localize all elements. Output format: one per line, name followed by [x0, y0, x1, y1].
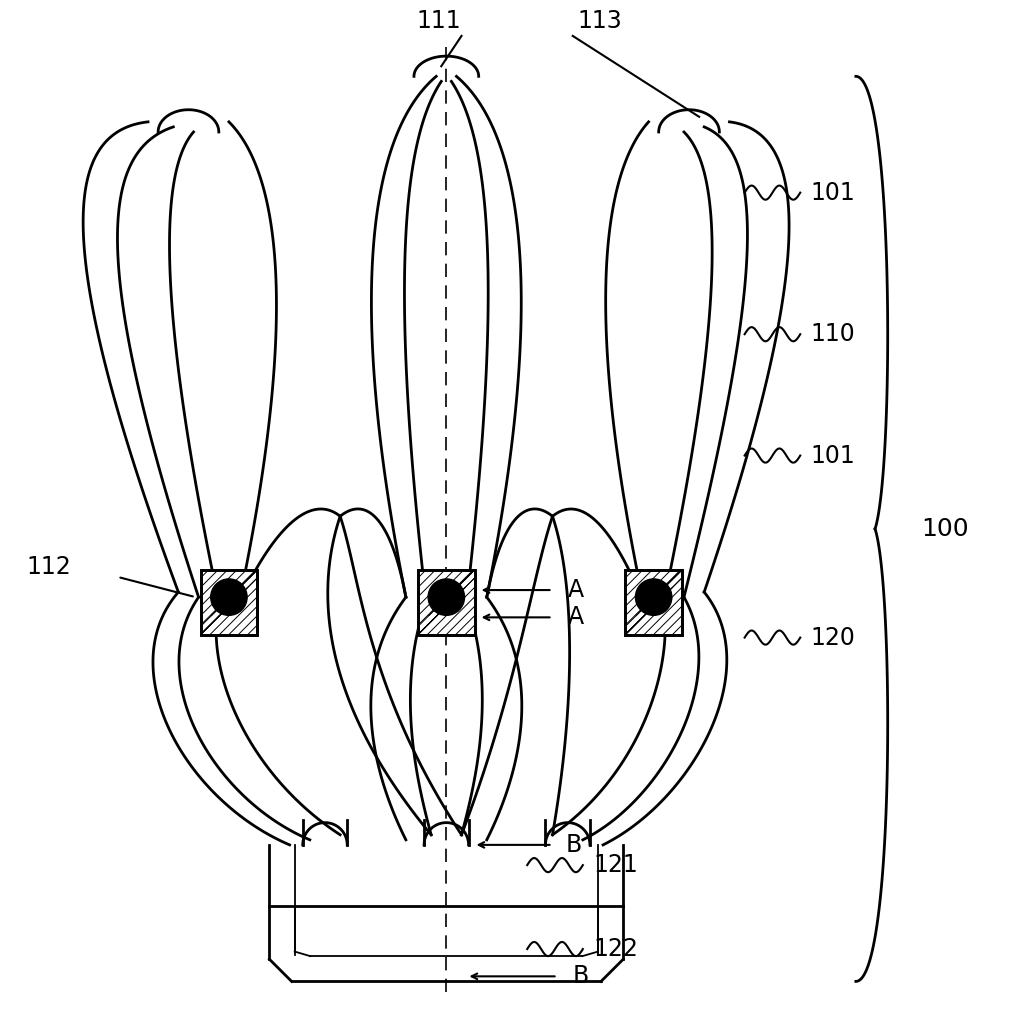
- Text: 113: 113: [578, 9, 623, 33]
- Text: 111: 111: [417, 9, 461, 33]
- Text: 100: 100: [922, 517, 969, 541]
- Text: 112: 112: [26, 555, 71, 578]
- Text: 101: 101: [810, 181, 855, 205]
- Text: 101: 101: [810, 443, 855, 467]
- Bar: [418, 570, 475, 635]
- Text: 120: 120: [810, 626, 855, 649]
- Text: B: B: [573, 964, 589, 988]
- Bar: [418, 570, 475, 635]
- Bar: [201, 570, 258, 635]
- Text: 110: 110: [810, 322, 855, 346]
- Text: B: B: [566, 832, 582, 857]
- Text: A: A: [568, 605, 584, 630]
- Circle shape: [211, 579, 247, 615]
- Bar: [626, 570, 682, 635]
- Text: 122: 122: [593, 937, 638, 961]
- Bar: [626, 570, 682, 635]
- Text: 121: 121: [593, 853, 638, 877]
- Bar: [201, 570, 258, 635]
- Circle shape: [428, 579, 464, 615]
- Circle shape: [636, 579, 672, 615]
- Text: A: A: [568, 578, 584, 602]
